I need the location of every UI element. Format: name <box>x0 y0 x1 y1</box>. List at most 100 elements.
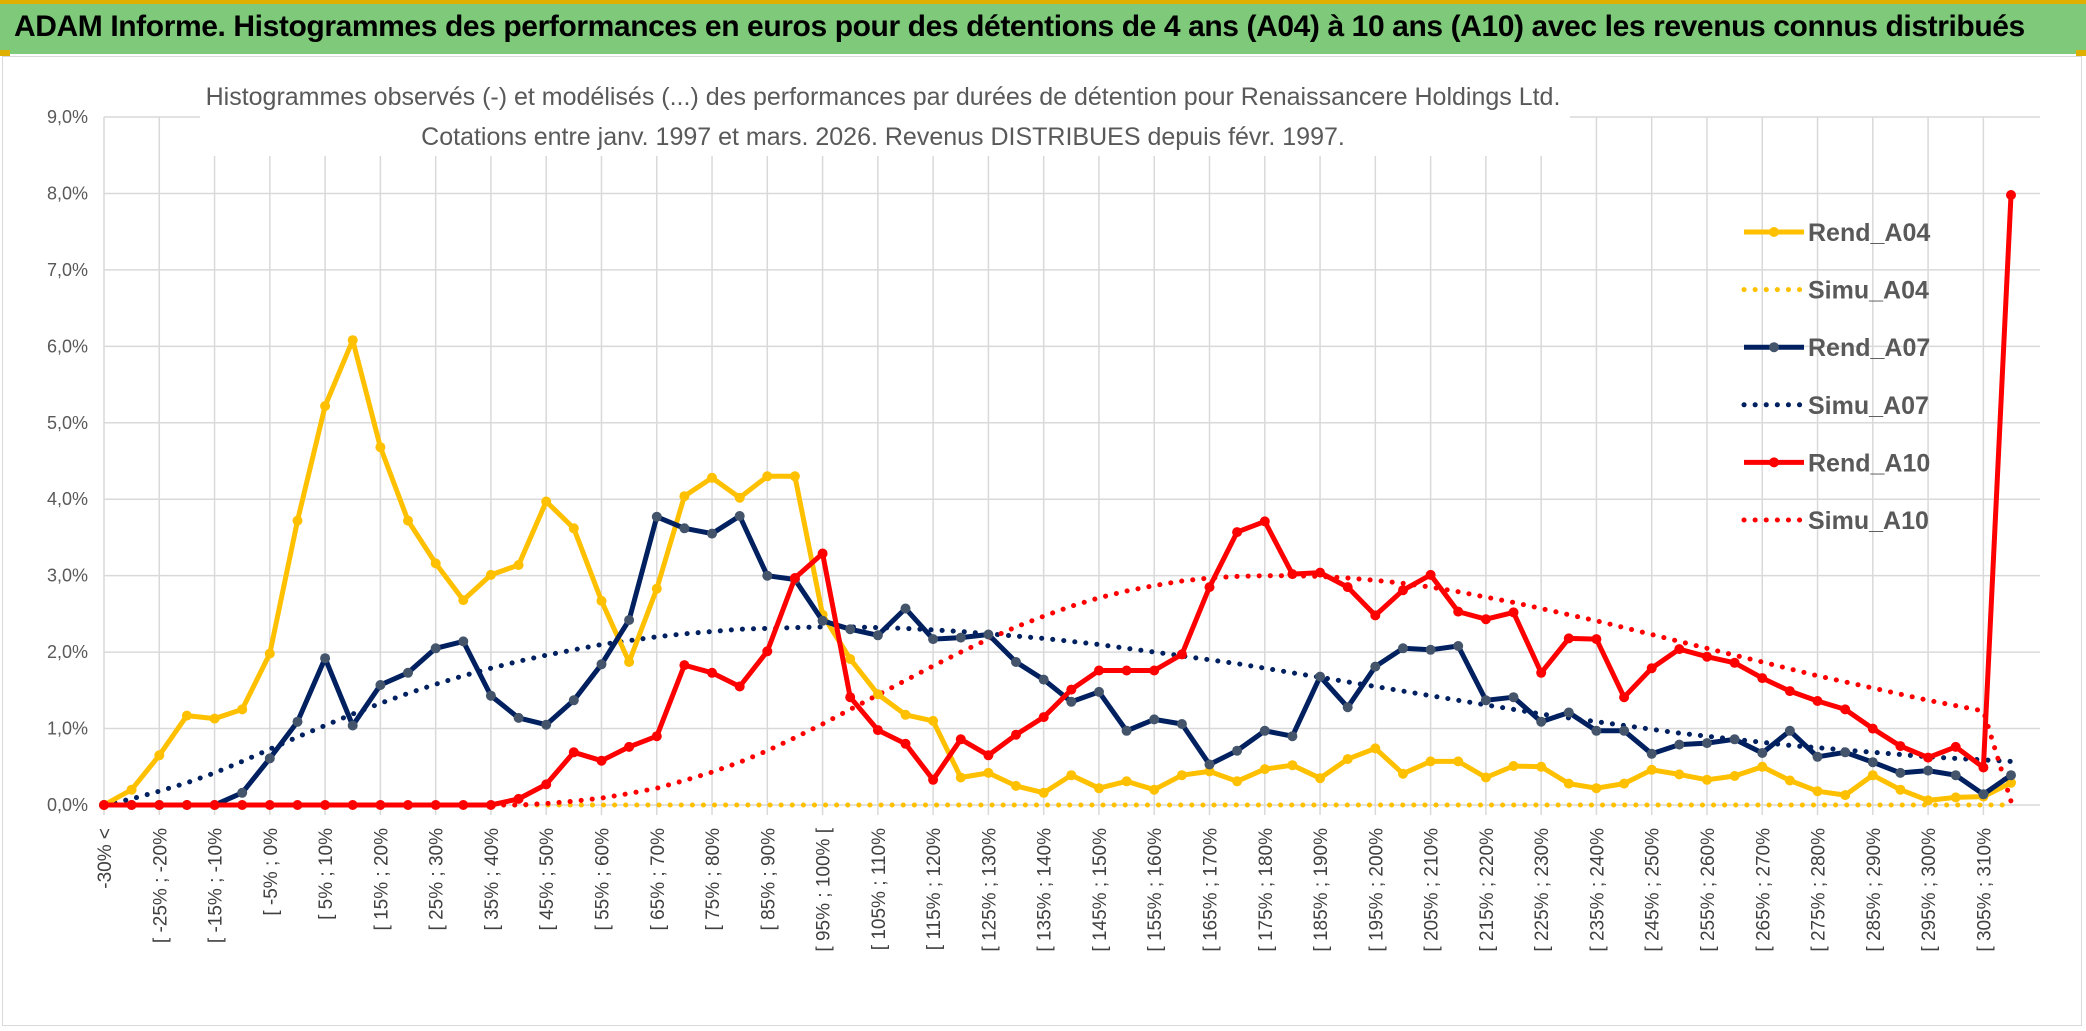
data-point-rend-a10 <box>1480 614 1491 625</box>
data-point-rend-a07 <box>624 615 635 625</box>
data-point-rend-a07 <box>1204 759 1215 770</box>
x-tick-label: [ -15% ; -10% <box>206 828 227 943</box>
data-point-rend-a07 <box>1591 725 1602 736</box>
data-point-rend-a04 <box>264 648 275 659</box>
data-point-rend-a04 <box>679 491 690 502</box>
data-point-rend-a10 <box>955 734 966 745</box>
data-point-rend-a10 <box>1232 527 1243 538</box>
x-tick-label: [ 275% ; 280% <box>1809 828 1830 952</box>
x-tick-label: [ 135% ; 140% <box>1035 828 1056 952</box>
data-point-rend-a04 <box>1923 795 1934 806</box>
data-point-rend-a07 <box>1729 734 1740 745</box>
data-point-rend-a04 <box>1066 770 1077 781</box>
data-point-rend-a04 <box>1729 771 1740 781</box>
data-point-rend-a04 <box>1536 761 1547 772</box>
data-point-rend-a07 <box>237 787 248 798</box>
data-point-rend-a07 <box>1480 695 1491 706</box>
data-point-rend-a04 <box>734 492 745 503</box>
chart-frame <box>2 56 2082 1026</box>
data-point-rend-a07 <box>707 528 717 539</box>
data-point-rend-a10 <box>817 548 828 559</box>
x-tick-label: [ 105% ; 110% <box>869 828 890 950</box>
data-point-rend-a10 <box>264 800 275 810</box>
data-point-rend-a10 <box>430 800 441 810</box>
data-point-rend-a07 <box>541 719 552 730</box>
series-line-rend-a04 <box>101 337 2014 808</box>
data-point-rend-a10 <box>1508 607 1519 618</box>
data-point-rend-a07 <box>1011 657 1021 667</box>
data-point-rend-a04 <box>1149 784 1160 795</box>
data-point-rend-a10 <box>2006 190 2016 200</box>
data-point-rend-a10 <box>1895 741 1906 752</box>
data-point-rend-a07 <box>872 630 883 641</box>
data-point-rend-a04 <box>872 689 883 700</box>
data-point-rend-a04 <box>845 654 856 664</box>
chart-title-line2: Cotations entre janv. 1997 et mars. 2026… <box>421 123 1345 151</box>
data-point-rend-a07 <box>320 653 331 664</box>
y-tick-label: 2,0% <box>47 642 88 662</box>
x-tick-label: [ 225% ; 230% <box>1532 828 1553 952</box>
x-tick-label: [ 145% ; 150% <box>1090 828 1111 952</box>
data-point-rend-a04 <box>1287 760 1298 771</box>
x-tick-label: [ 185% ; 190% <box>1311 828 1332 952</box>
data-point-rend-a07 <box>1895 767 1906 778</box>
data-point-rend-a07 <box>1508 692 1519 703</box>
data-point-rend-a07 <box>1066 696 1077 707</box>
data-point-rend-a07 <box>1370 661 1381 672</box>
data-point-rend-a10 <box>1038 712 1049 723</box>
x-tick-label: [ 5% ; 10% <box>316 828 337 920</box>
data-point-rend-a10 <box>1729 657 1740 668</box>
data-point-rend-a04 <box>430 558 441 569</box>
data-point-rend-a04 <box>1398 768 1408 779</box>
data-point-rend-a04 <box>1259 764 1270 775</box>
data-point-rend-a07 <box>2006 770 2016 781</box>
data-point-rend-a10 <box>1950 741 1961 752</box>
x-tick-label: [ 245% ; 250% <box>1643 828 1664 952</box>
data-point-rend-a10 <box>1287 569 1298 580</box>
data-point-rend-a07 <box>1094 686 1104 697</box>
data-point-rend-a07 <box>1950 770 1961 781</box>
data-point-rend-a10 <box>237 800 248 810</box>
data-point-rend-a10 <box>1398 585 1408 596</box>
data-point-rend-a10 <box>596 755 607 766</box>
data-point-rend-a07 <box>734 511 745 521</box>
x-tick-label: [ -25% ; -20% <box>150 828 171 943</box>
x-tick-label: [ 15% ; 20% <box>371 828 392 931</box>
data-point-rend-a04 <box>624 657 635 667</box>
data-point-rend-a10 <box>734 681 745 692</box>
y-tick-label: 9,0% <box>47 107 88 127</box>
data-point-rend-a04 <box>1757 761 1768 772</box>
y-tick-label: 1,0% <box>47 719 88 739</box>
data-point-rend-a10 <box>1702 651 1712 662</box>
data-point-rend-a07 <box>513 712 524 723</box>
y-tick-label: 8,0% <box>47 183 88 203</box>
data-point-rend-a07 <box>1149 714 1160 725</box>
legend-label-rend-a07: Rend_A07 <box>1808 334 1930 362</box>
data-point-rend-a10 <box>1757 673 1768 684</box>
y-tick-label: 6,0% <box>47 336 88 356</box>
data-point-rend-a10 <box>1453 606 1464 617</box>
data-point-rend-a10 <box>1370 610 1381 621</box>
data-point-rend-a04 <box>375 442 386 453</box>
data-point-rend-a10 <box>679 660 690 671</box>
data-point-rend-a10 <box>1812 696 1823 706</box>
data-point-rend-a07 <box>1259 725 1270 736</box>
corner-accent-left <box>0 50 10 56</box>
data-point-rend-a07 <box>1978 789 1989 800</box>
data-point-rend-a04 <box>541 496 552 507</box>
series-line-rend-a07 <box>101 513 2014 808</box>
legend-label-rend-a04: Rend_A04 <box>1808 219 1930 247</box>
legend-label-simu-a10: Simu_A10 <box>1808 507 1929 535</box>
data-point-rend-a10 <box>1646 663 1657 674</box>
data-point-rend-a07 <box>1315 671 1326 682</box>
data-point-rend-a04 <box>1204 766 1215 777</box>
y-tick-label: 3,0% <box>47 566 88 586</box>
data-point-rend-a10 <box>1066 684 1077 695</box>
corner-accent-right <box>2076 50 2086 56</box>
data-point-rend-a10 <box>568 747 579 758</box>
data-point-rend-a07 <box>1923 765 1934 776</box>
data-point-rend-a10 <box>983 750 994 761</box>
x-tick-label: [ 295% ; 300% <box>1919 828 1940 952</box>
data-point-rend-a04 <box>1784 775 1795 786</box>
data-point-rend-a10 <box>1342 582 1353 593</box>
